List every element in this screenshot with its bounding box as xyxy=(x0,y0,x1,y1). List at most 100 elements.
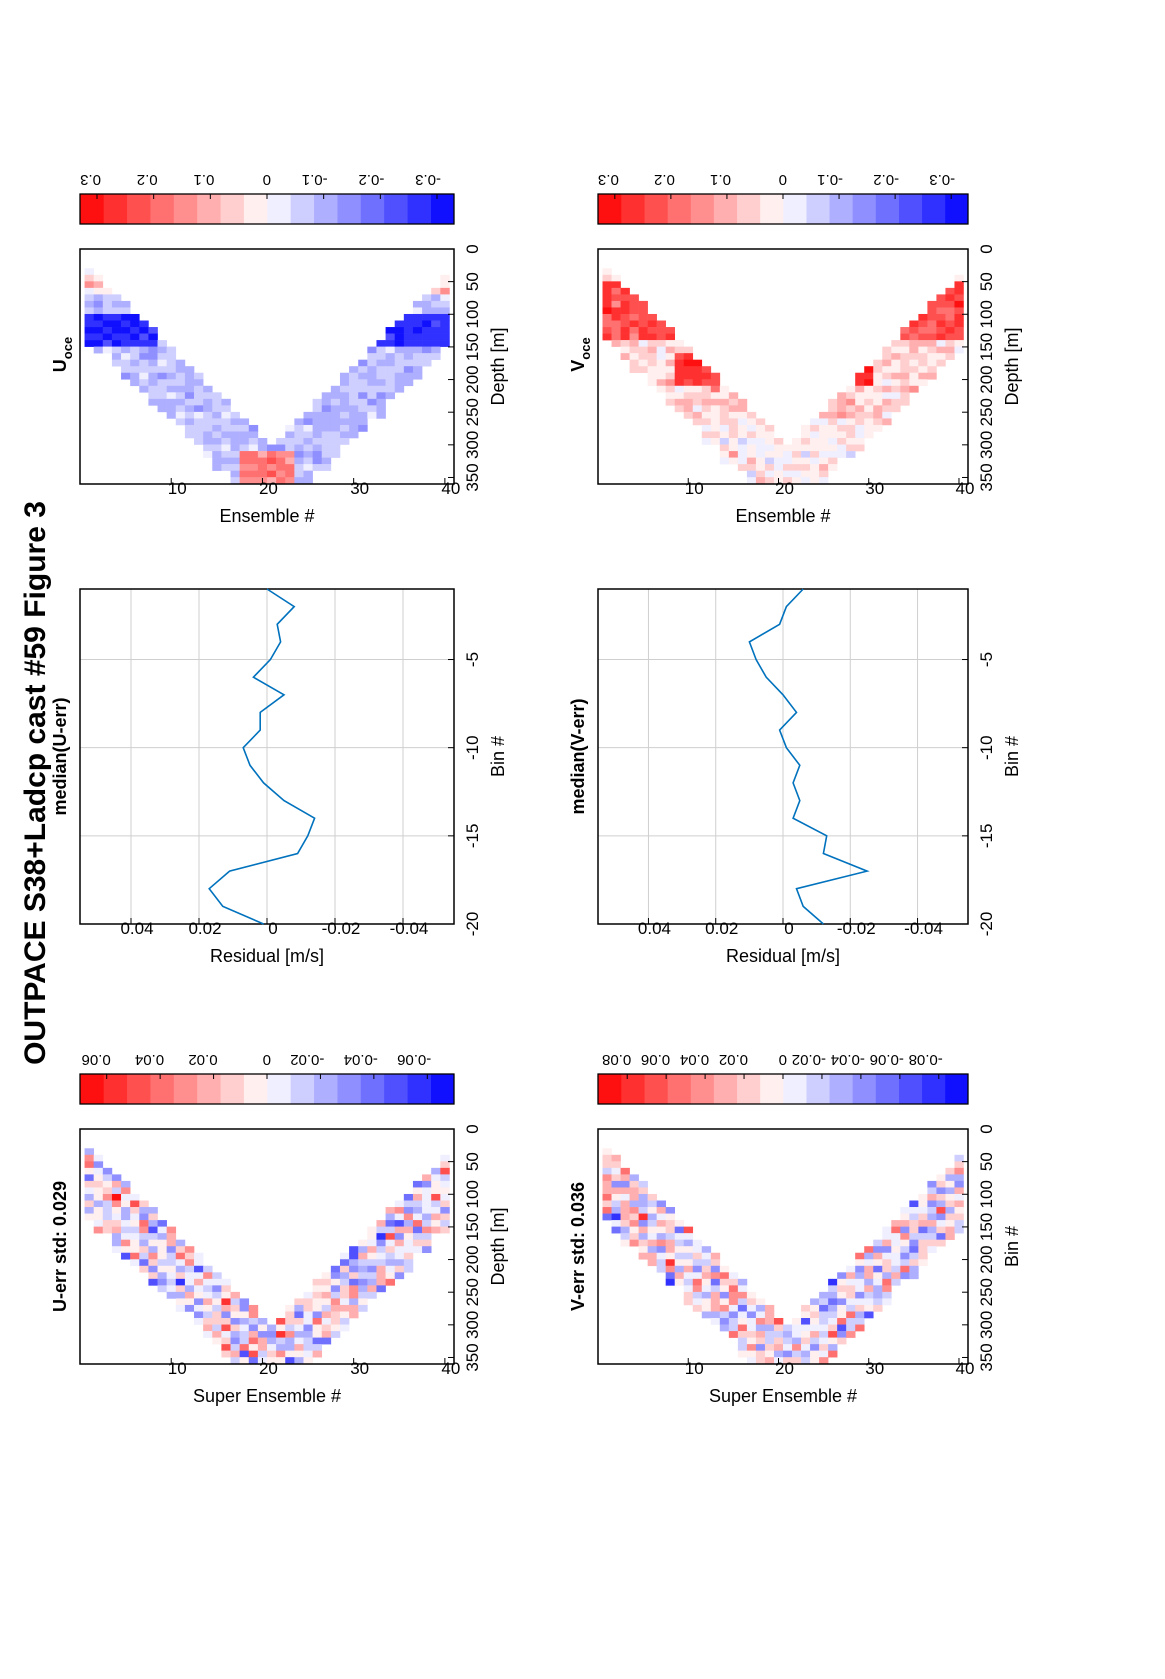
heatmap-cell xyxy=(184,372,195,380)
heatmap-cell xyxy=(855,392,865,400)
heatmap-cell xyxy=(954,1187,964,1195)
residual-tick-label: 0 xyxy=(268,919,277,938)
heatmap-cell xyxy=(257,1331,268,1338)
heatmap-cell xyxy=(422,1187,432,1195)
heatmap-cell xyxy=(440,333,450,341)
heatmap-cell xyxy=(212,444,222,452)
heatmap-cell xyxy=(701,379,712,387)
heatmap-cell xyxy=(121,340,131,347)
heatmap-cell xyxy=(194,385,204,393)
heatmap-cell xyxy=(629,1226,639,1234)
residual-tick-label: 0 xyxy=(784,919,793,938)
heatmap-cell xyxy=(230,1350,240,1358)
heatmap-cell xyxy=(882,1239,892,1247)
heatmap-cell xyxy=(882,1272,892,1280)
heatmap-cell xyxy=(819,418,829,426)
colorbar-swatch xyxy=(690,194,714,224)
heatmap-cell xyxy=(746,431,757,439)
heatmap-cell xyxy=(945,320,955,328)
heatmap-cell xyxy=(647,320,657,328)
heatmap-cell xyxy=(148,392,158,400)
heatmap-cell xyxy=(927,1207,937,1214)
heatmap-cell xyxy=(719,1265,730,1273)
heatmap-cell xyxy=(431,340,441,347)
heatmap-cell xyxy=(737,444,748,452)
heatmap-cell xyxy=(864,1311,874,1319)
heatmap-cell xyxy=(837,1272,847,1280)
heatmap-cell xyxy=(837,1318,847,1325)
heatmap-cell xyxy=(801,451,811,458)
heatmap-cell xyxy=(212,398,222,406)
heatmap-cell xyxy=(692,1304,703,1312)
heatmap-cell xyxy=(683,1233,694,1240)
heatmap-cell xyxy=(927,1226,937,1234)
heatmap-cell xyxy=(412,366,423,374)
heatmap-cell xyxy=(810,1311,820,1319)
heatmap-cell xyxy=(157,372,167,380)
heatmap-cell xyxy=(212,1331,222,1338)
colorbar-swatch xyxy=(690,1074,714,1104)
heatmap-cell xyxy=(602,1207,612,1214)
heatmap-cell xyxy=(111,294,122,302)
heatmap-cell xyxy=(728,1331,739,1338)
heatmap-cell xyxy=(882,418,892,426)
heatmap-cell xyxy=(194,431,204,439)
heatmap-cell xyxy=(84,320,94,328)
heatmap-cell xyxy=(918,340,928,347)
heatmap-cell xyxy=(403,1239,414,1247)
heatmap-cell xyxy=(683,372,694,380)
heatmap-cell xyxy=(683,379,694,387)
heatmap-cell xyxy=(846,418,856,426)
heatmap-cell xyxy=(403,320,414,328)
heatmap-cell xyxy=(692,1291,703,1299)
heatmap-cell xyxy=(620,320,630,328)
heatmap-cell xyxy=(792,470,802,478)
heatmap-cell xyxy=(212,1318,222,1325)
heatmap-cell xyxy=(611,281,621,289)
heatmap-cell xyxy=(647,359,657,367)
heatmap-cell xyxy=(102,1180,113,1188)
colorbar-tick-label: 0.08 xyxy=(602,1051,631,1068)
heatmap-cell xyxy=(602,294,612,302)
heatmap-cell xyxy=(84,274,94,282)
heatmap-cell xyxy=(701,431,712,439)
bin-tick-label: -20 xyxy=(463,912,482,937)
heatmap-cell xyxy=(175,1285,186,1293)
colorbar-swatch xyxy=(103,194,128,224)
heatmap-cell xyxy=(918,353,928,360)
heatmap-cell xyxy=(665,353,676,360)
heatmap-cell xyxy=(412,1207,423,1214)
heatmap-cell xyxy=(828,1278,838,1286)
heatmap-cell xyxy=(936,1187,946,1195)
heatmap-cell xyxy=(239,477,250,484)
heatmap-cell xyxy=(93,1154,104,1162)
heatmap-cell xyxy=(394,327,405,334)
heatmap-cell xyxy=(403,372,414,380)
y-axis-label: Depth [m] xyxy=(1002,327,1022,405)
heatmap-cell xyxy=(873,398,883,406)
heatmap-cell xyxy=(276,438,286,445)
heatmap-cell xyxy=(412,1200,423,1208)
heatmap-cell xyxy=(130,1213,140,1221)
heatmap-cell xyxy=(330,438,341,445)
heatmap-cell xyxy=(239,1357,250,1364)
heatmap-cell xyxy=(84,1193,94,1201)
heatmap-cell xyxy=(656,1220,666,1227)
heatmap-cell xyxy=(764,477,775,484)
heatmap-cell xyxy=(891,1246,901,1254)
heatmap-cell xyxy=(737,1278,748,1286)
heatmap-cell xyxy=(166,1291,177,1299)
heatmap-cell xyxy=(148,1252,158,1260)
heatmap-cell xyxy=(157,366,167,374)
heatmap-cell xyxy=(927,346,937,354)
heatmap-cell xyxy=(248,1331,259,1338)
heatmap-cell xyxy=(130,366,140,374)
heatmap-cell xyxy=(891,359,901,367)
heatmap-cell xyxy=(701,418,712,426)
heatmap-cell xyxy=(828,1324,838,1332)
heatmap-cell xyxy=(683,1298,694,1306)
heatmap-cell xyxy=(157,1220,167,1227)
heatmap-cell xyxy=(674,405,685,413)
heatmap-cell xyxy=(647,1239,657,1247)
heatmap-cell xyxy=(367,372,377,380)
